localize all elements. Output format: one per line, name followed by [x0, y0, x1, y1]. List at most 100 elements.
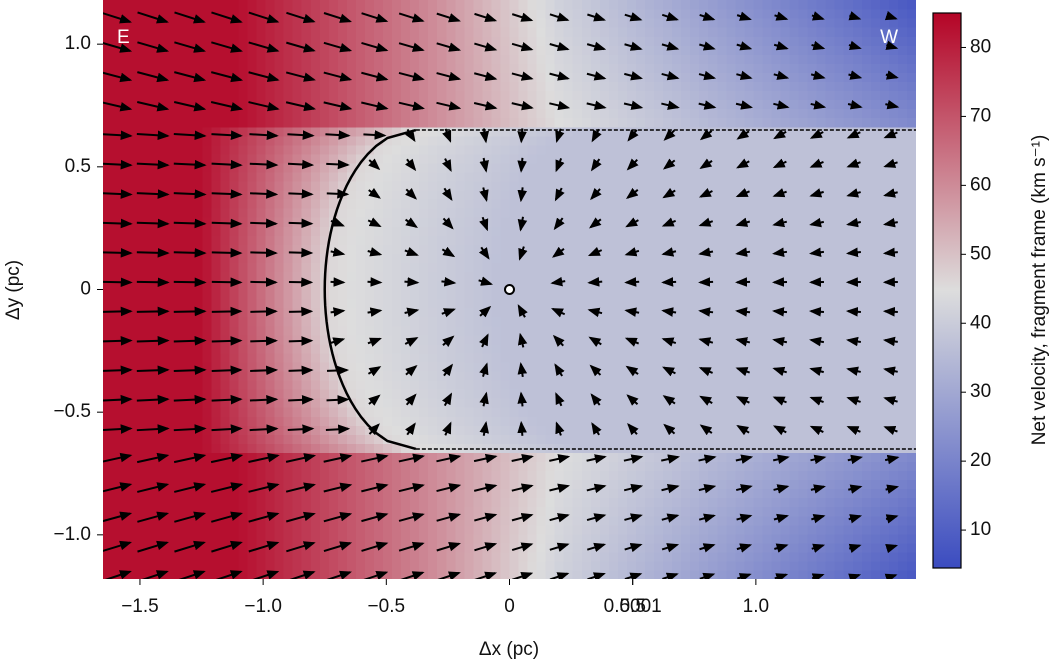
field-cell	[166, 516, 176, 526]
field-cell	[275, 489, 285, 499]
field-cell	[257, 416, 267, 426]
field-cell	[771, 271, 781, 281]
field-cell	[410, 145, 420, 155]
field-cell	[374, 262, 384, 272]
field-cell	[464, 18, 474, 28]
field-cell	[419, 362, 429, 372]
field-cell	[130, 235, 140, 245]
field-cell	[618, 208, 628, 218]
field-cell	[735, 63, 745, 73]
field-cell	[302, 470, 312, 480]
field-cell	[347, 217, 357, 227]
field-cell	[510, 262, 520, 272]
field-cell	[790, 380, 800, 390]
field-cell	[654, 118, 664, 128]
field-cell	[275, 380, 285, 390]
field-cell	[537, 308, 547, 318]
field-cell	[528, 362, 538, 372]
field-cell	[753, 525, 763, 535]
field-cell	[519, 425, 529, 435]
field-cell	[401, 299, 411, 309]
field-cell	[410, 552, 420, 562]
field-cell	[410, 235, 420, 245]
field-cell	[771, 145, 781, 155]
field-cell	[753, 145, 763, 155]
field-cell	[753, 90, 763, 100]
field-cell	[699, 299, 709, 309]
field-cell	[528, 27, 538, 37]
field-cell	[753, 208, 763, 218]
field-cell	[500, 434, 510, 444]
field-cell	[446, 525, 456, 535]
field-cell	[546, 154, 556, 164]
field-cell	[555, 18, 565, 28]
field-cell	[564, 317, 574, 327]
field-cell	[166, 81, 176, 91]
field-cell	[193, 217, 203, 227]
field-cell	[166, 109, 176, 119]
field-cell	[528, 416, 538, 426]
field-cell	[600, 380, 610, 390]
field-cell	[781, 81, 791, 91]
field-cell	[130, 54, 140, 64]
field-cell	[762, 127, 772, 137]
field-cell	[329, 290, 339, 300]
field-cell	[717, 498, 727, 508]
field-cell	[365, 271, 375, 281]
field-cell	[338, 326, 348, 336]
field-cell	[600, 552, 610, 562]
field-cell	[193, 561, 203, 571]
field-cell	[799, 353, 809, 363]
field-cell	[500, 371, 510, 381]
field-cell	[573, 389, 583, 399]
field-cell	[482, 54, 492, 64]
field-cell	[320, 27, 330, 37]
field-cell	[302, 217, 312, 227]
field-cell	[645, 507, 655, 517]
field-cell	[437, 118, 447, 128]
field-cell	[591, 208, 601, 218]
field-cell	[356, 561, 366, 571]
field-cell	[157, 389, 167, 399]
field-cell	[717, 570, 727, 580]
field-cell	[266, 534, 276, 544]
field-cell	[193, 335, 203, 345]
field-cell	[636, 543, 646, 553]
field-cell	[546, 217, 556, 227]
field-cell	[248, 561, 258, 571]
field-cell	[708, 199, 718, 209]
field-cell	[365, 181, 375, 191]
field-cell	[229, 335, 239, 345]
field-cell	[338, 416, 348, 426]
field-cell	[193, 326, 203, 336]
field-cell	[320, 371, 330, 381]
field-cell	[473, 326, 483, 336]
field-cell	[473, 353, 483, 363]
field-cell	[347, 81, 357, 91]
field-cell	[202, 118, 212, 128]
field-cell	[537, 208, 547, 218]
field-cell	[329, 416, 339, 426]
field-cell	[464, 290, 474, 300]
field-cell	[735, 353, 745, 363]
field-cell	[311, 398, 321, 408]
field-cell	[401, 181, 411, 191]
field-cell	[582, 470, 592, 480]
field-cell	[744, 326, 754, 336]
field-cell	[112, 434, 122, 444]
field-cell	[537, 0, 547, 10]
field-cell	[356, 380, 366, 390]
field-cell	[726, 27, 736, 37]
field-cell	[211, 335, 221, 345]
field-cell	[428, 0, 438, 10]
field-cell	[428, 271, 438, 281]
field-cell	[112, 181, 122, 191]
field-cell	[600, 118, 610, 128]
field-cell	[130, 561, 140, 571]
field-cell	[428, 181, 438, 191]
field-cell	[202, 0, 212, 10]
field-cell	[329, 145, 339, 155]
field-cell	[365, 235, 375, 245]
field-cell	[654, 552, 664, 562]
field-cell	[519, 145, 529, 155]
